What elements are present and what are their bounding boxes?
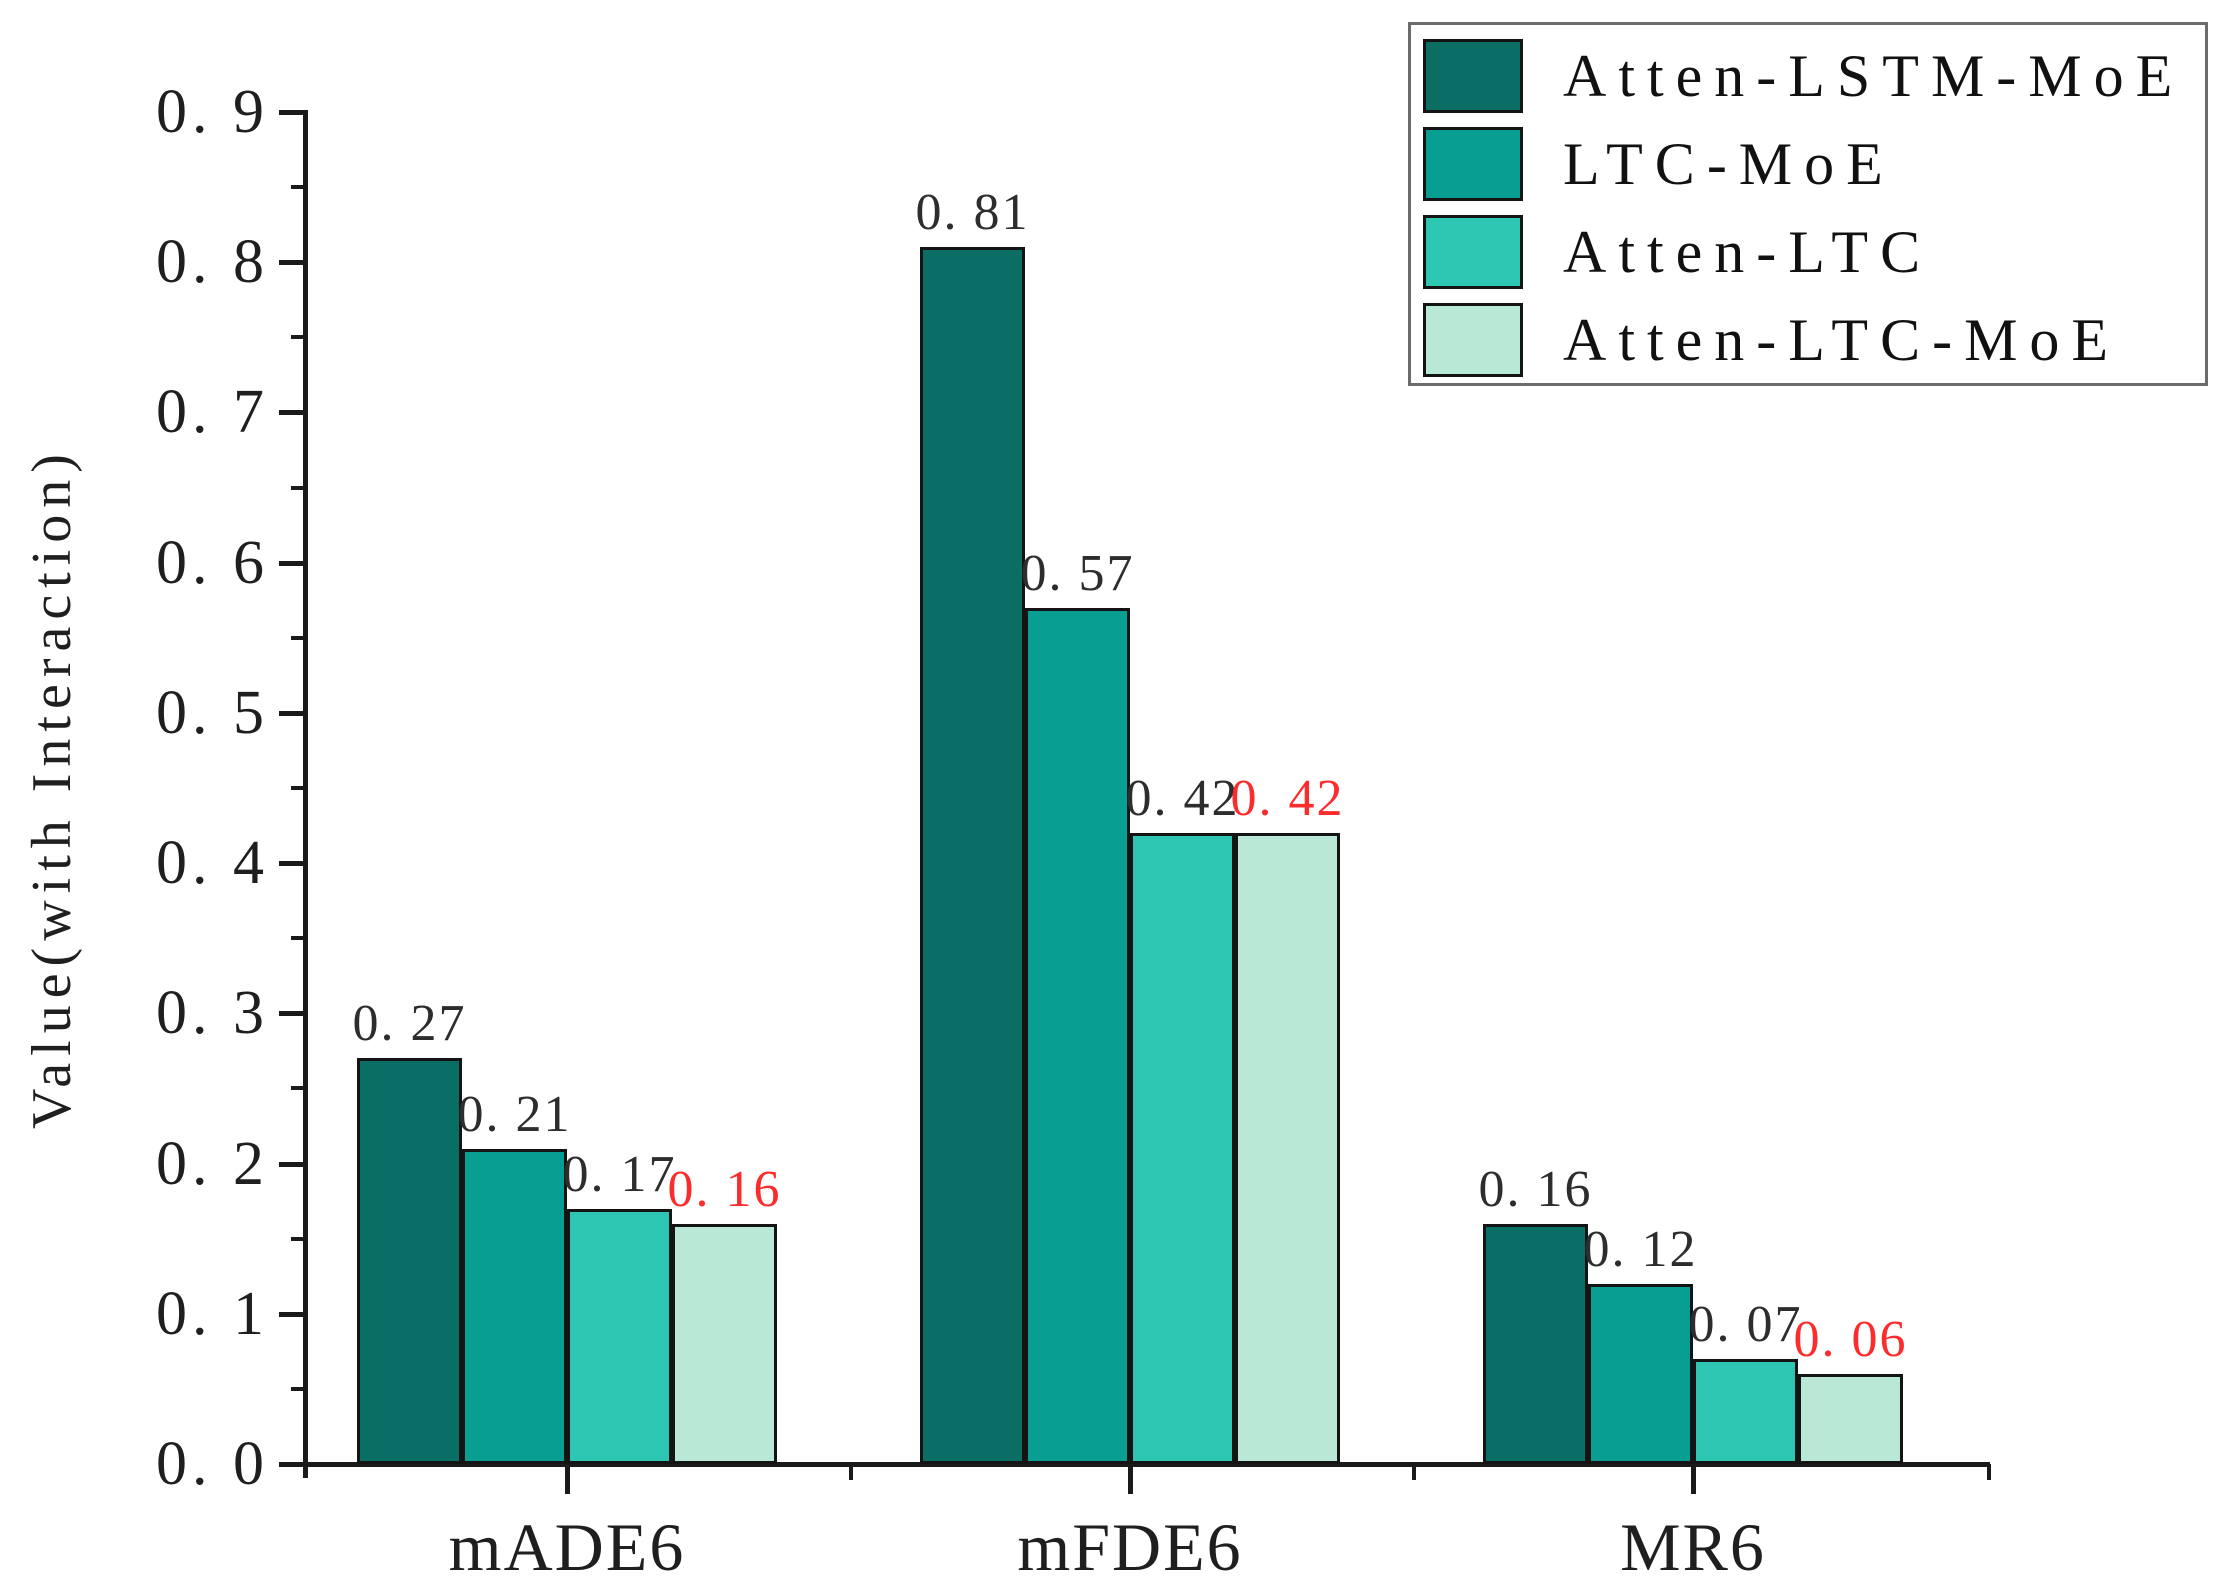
y-major-tick: [279, 1462, 305, 1467]
category-label-mADE6: mADE6: [448, 1509, 686, 1585]
y-tick-label: 0. 5: [156, 679, 269, 747]
value-label-mADE6-Atten-LTC: 0. 17: [562, 1146, 677, 1203]
value-label-mADE6-LTC-MoE: 0. 21: [457, 1086, 572, 1143]
value-label-mFDE6-Atten-LTC-MoE: 0. 42: [1230, 770, 1345, 827]
legend-label-Atten-LTC-MoE: Atten-LTC-MoE: [1563, 307, 2121, 373]
y-major-tick: [279, 561, 305, 566]
legend-item-LTC-MoE: LTC-MoE: [1423, 125, 2193, 205]
value-label-mFDE6-Atten-LTC: 0. 42: [1125, 770, 1240, 827]
value-label-mADE6-Atten-LTC-MoE: 0. 16: [667, 1161, 782, 1218]
y-tick-label: 0. 8: [156, 228, 269, 296]
y-axis-title: Value(with Interaction): [21, 447, 83, 1129]
y-major-tick: [279, 260, 305, 265]
x-major-tick: [565, 1464, 570, 1494]
y-tick-label: 0. 0: [156, 1430, 269, 1498]
bar-mFDE6-LTC-MoE: [1025, 608, 1130, 1464]
bar-mFDE6-Atten-LTC-MoE: [1235, 833, 1340, 1464]
x-minor-tick: [1987, 1464, 1991, 1480]
bar-MR6-Atten-LTC: [1693, 1359, 1798, 1464]
y-major-tick: [279, 1011, 305, 1016]
y-axis-line: [303, 110, 308, 1478]
legend-label-LTC-MoE: LTC-MoE: [1563, 131, 1895, 197]
y-minor-tick: [291, 1086, 305, 1090]
value-label-mFDE6-Atten-LSTM-MoE: 0. 81: [915, 184, 1030, 241]
value-label-MR6-Atten-LSTM-MoE: 0. 16: [1478, 1161, 1593, 1218]
y-tick-label: 0. 7: [156, 378, 269, 446]
category-label-MR6: MR6: [1620, 1509, 1766, 1585]
y-major-tick: [279, 110, 305, 115]
x-major-tick: [1128, 1464, 1133, 1494]
y-tick-label: 0. 4: [156, 829, 269, 897]
legend-label-Atten-LSTM-MoE: Atten-LSTM-MoE: [1563, 43, 2185, 109]
y-minor-tick: [291, 185, 305, 189]
legend-swatch-Atten-LTC: [1423, 215, 1523, 289]
bar-MR6-Atten-LTC-MoE: [1798, 1374, 1903, 1464]
bar-MR6-Atten-LSTM-MoE: [1483, 1224, 1588, 1464]
legend-swatch-Atten-LTC-MoE: [1423, 303, 1523, 377]
legend-swatch-LTC-MoE: [1423, 127, 1523, 201]
value-label-mADE6-Atten-LSTM-MoE: 0. 27: [352, 995, 467, 1052]
x-major-tick: [1691, 1464, 1696, 1494]
value-label-MR6-Atten-LTC: 0. 07: [1688, 1296, 1803, 1353]
bar-mFDE6-Atten-LTC: [1130, 833, 1235, 1464]
y-minor-tick: [291, 786, 305, 790]
bar-mADE6-Atten-LTC: [567, 1209, 672, 1464]
y-major-tick: [279, 711, 305, 716]
y-tick-label: 0. 1: [156, 1280, 269, 1348]
bar-mFDE6-Atten-LSTM-MoE: [920, 247, 1025, 1464]
bar-mADE6-LTC-MoE: [462, 1149, 567, 1464]
legend-label-Atten-LTC: Atten-LTC: [1563, 219, 1933, 285]
legend-swatch-Atten-LSTM-MoE: [1423, 39, 1523, 113]
y-tick-label: 0. 2: [156, 1130, 269, 1198]
y-major-tick: [279, 861, 305, 866]
x-minor-tick: [849, 1464, 853, 1480]
value-label-MR6-Atten-LTC-MoE: 0. 06: [1793, 1311, 1908, 1368]
y-major-tick: [279, 410, 305, 415]
y-minor-tick: [291, 936, 305, 940]
legend: Atten-LSTM-MoE LTC-MoE Atten-LTC Atten-LTC-…: [1408, 22, 2208, 386]
legend-item-Atten-LTC-MoE: Atten-LTC-MoE: [1423, 301, 2193, 381]
y-minor-tick: [291, 486, 305, 490]
y-minor-tick: [291, 636, 305, 640]
value-label-mFDE6-LTC-MoE: 0. 57: [1020, 545, 1135, 602]
y-tick-label: 0. 3: [156, 979, 269, 1047]
y-minor-tick: [291, 1237, 305, 1241]
bar-mADE6-Atten-LTC-MoE: [672, 1224, 777, 1464]
y-minor-tick: [291, 335, 305, 339]
bar-MR6-LTC-MoE: [1588, 1284, 1693, 1464]
x-axis-line: [305, 1462, 1990, 1467]
legend-item-Atten-LTC: Atten-LTC: [1423, 213, 2193, 293]
y-major-tick: [279, 1162, 305, 1167]
category-label-mFDE6: mFDE6: [1017, 1509, 1243, 1585]
legend-item-Atten-LSTM-MoE: Atten-LSTM-MoE: [1423, 37, 2193, 117]
y-major-tick: [279, 1312, 305, 1317]
y-tick-label: 0. 6: [156, 529, 269, 597]
y-tick-label: 0. 9: [156, 78, 269, 146]
bar-mADE6-Atten-LSTM-MoE: [357, 1058, 462, 1464]
y-minor-tick: [291, 1387, 305, 1391]
x-minor-tick: [1412, 1464, 1416, 1480]
value-label-MR6-LTC-MoE: 0. 12: [1583, 1221, 1698, 1278]
